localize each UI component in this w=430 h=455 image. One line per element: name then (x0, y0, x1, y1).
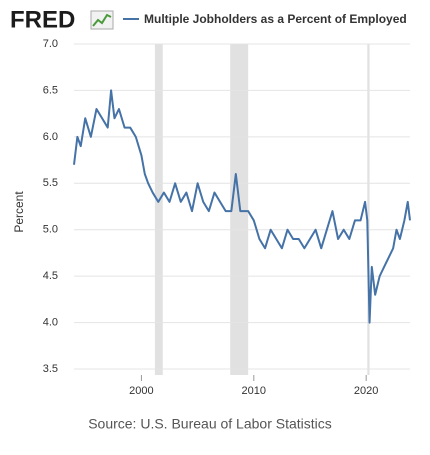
x-tick-label: 2010 (242, 385, 266, 397)
y-tick-label: 6.5 (43, 84, 58, 96)
y-tick-label: 3.5 (43, 363, 58, 375)
data-line (73, 89, 411, 324)
y-axis-label: Percent (12, 191, 26, 233)
recession-band (154, 44, 163, 375)
logo: FRED (10, 6, 75, 33)
logo-icon (90, 10, 114, 30)
legend-label: Multiple Jobholders as a Percent of Empl… (144, 12, 407, 26)
x-tick-label: 2020 (354, 385, 378, 397)
y-tick-label: 5.0 (43, 224, 58, 236)
y-tick-label: 4.0 (43, 316, 58, 328)
y-tick-label: 6.0 (43, 131, 58, 143)
x-tick-label: 2000 (129, 385, 153, 397)
source: Source: U.S. Bureau of Labor Statistics (88, 416, 332, 432)
y-tick-label: 5.5 (43, 177, 58, 189)
recession-band (367, 44, 370, 375)
y-tick-label: 4.5 (43, 270, 58, 282)
y-tick-label: 7.0 (43, 38, 58, 50)
logo-icon-line (92, 13, 112, 27)
